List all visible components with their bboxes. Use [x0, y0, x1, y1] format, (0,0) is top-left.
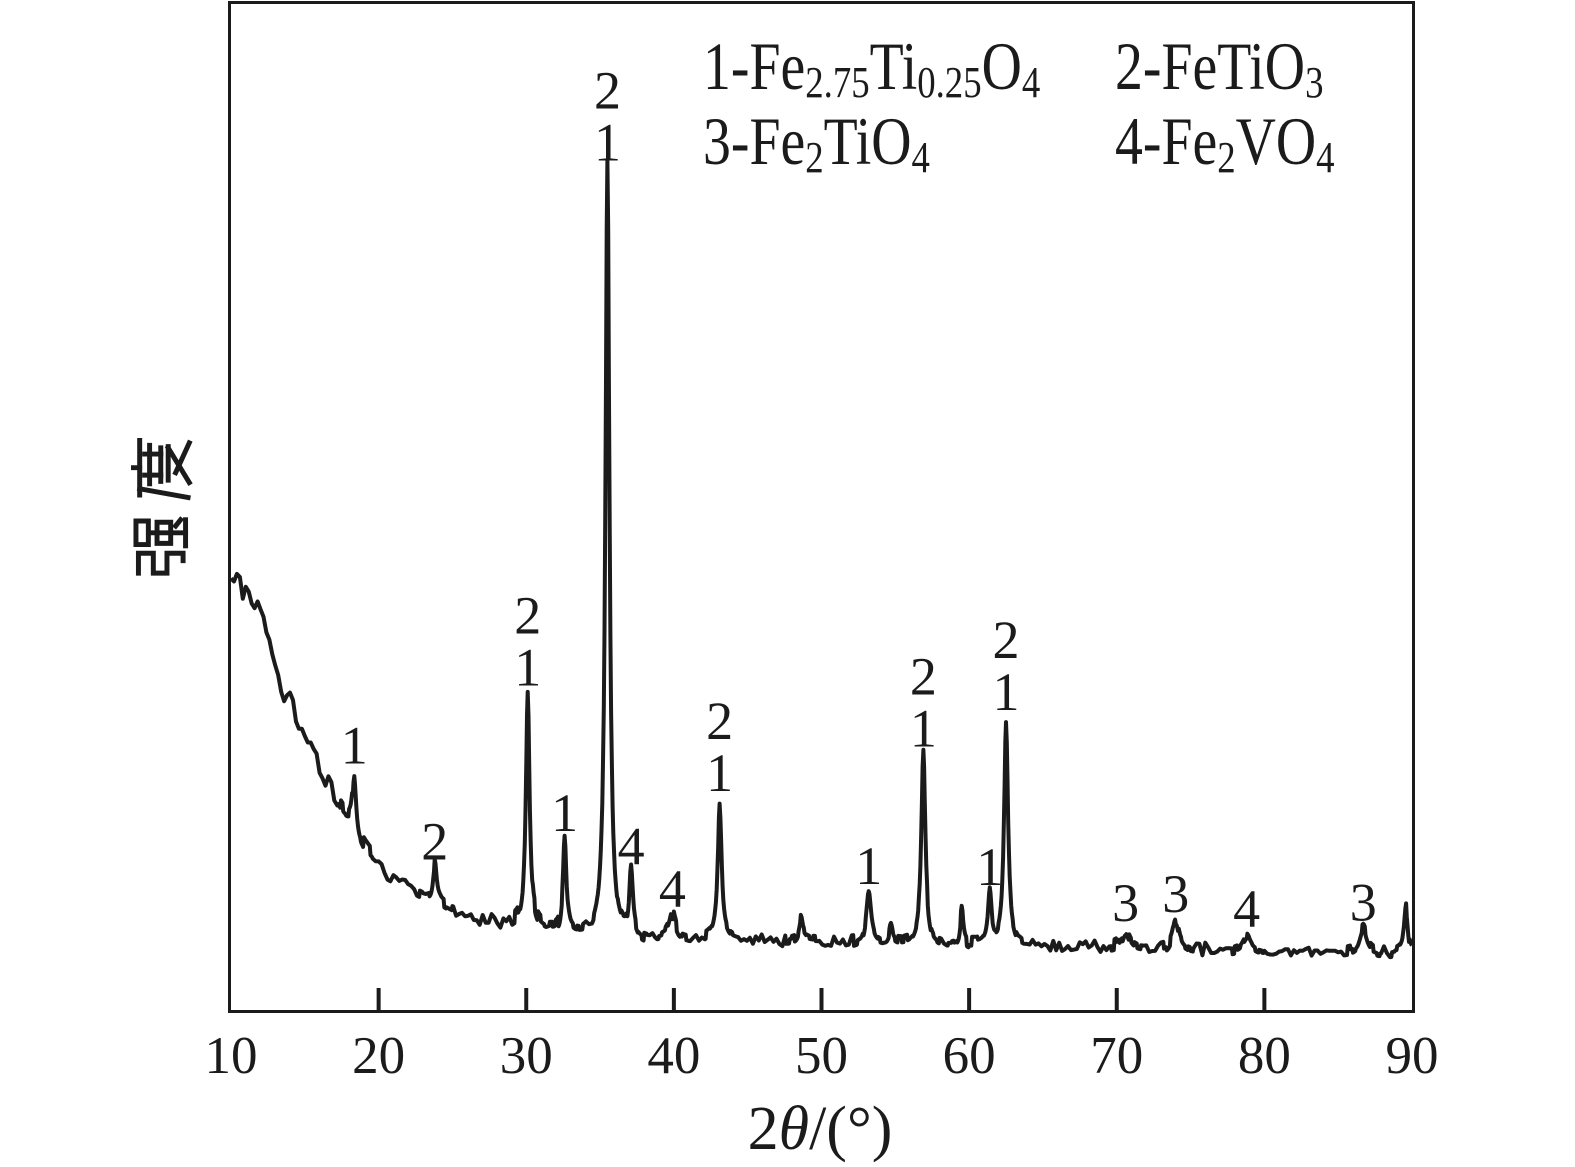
peak-label-phase-4: 4 — [618, 817, 645, 877]
legend-subscript: 4 — [1316, 132, 1335, 183]
legend-text: 1-Fe — [703, 28, 806, 104]
peak-label-phase-2: 2 — [421, 811, 448, 871]
peak-label-phase-1: 1 — [855, 836, 882, 896]
legend-subscript: 3 — [1305, 57, 1324, 108]
peak-label-phase-1: 1 — [514, 637, 541, 697]
x-axis-title-part: θ — [778, 1095, 810, 1163]
legend-text: Ti — [869, 28, 918, 104]
legend-subscript: 2 — [805, 132, 824, 183]
legend-subscript: 2.75 — [805, 57, 870, 108]
x-tick-label: 20 — [352, 1027, 406, 1085]
x-tick-label: 80 — [1237, 1027, 1291, 1085]
legend-text: 3-Fe — [703, 103, 806, 179]
peak-label-phase-2: 2 — [706, 691, 733, 751]
x-tick-label: 30 — [499, 1027, 553, 1085]
x-tick-label: 40 — [647, 1027, 701, 1085]
peak-label-phase-3: 3 — [1162, 864, 1189, 924]
legend-entry-phase2: 2-FeTiO3 — [1115, 32, 1323, 105]
peak-label-phase-2: 2 — [594, 61, 621, 121]
peak-label-phase-4: 4 — [659, 859, 686, 919]
legend-subscript: 2 — [1217, 132, 1236, 183]
peak-label-phase-1: 1 — [341, 715, 368, 775]
peak-label-phase-2: 2 — [910, 647, 937, 707]
peak-label-phase-1: 1 — [594, 113, 621, 173]
peak-label-phase-1: 1 — [993, 662, 1020, 722]
x-tick-label: 10 — [204, 1027, 258, 1085]
legend-entry-phase3: 3-Fe2TiO4 — [703, 107, 930, 180]
x-tick-label: 50 — [795, 1027, 848, 1085]
legend-subscript: 4 — [1021, 57, 1041, 108]
x-tick-label: 70 — [1090, 1027, 1144, 1085]
x-axis-title-part: 2 — [747, 1095, 779, 1163]
x-tick-label: 90 — [1385, 1027, 1439, 1085]
x-tick-label: 60 — [942, 1027, 996, 1085]
peak-label-phase-1: 1 — [910, 699, 937, 759]
peak-label-phase-2: 2 — [993, 610, 1020, 670]
legend-text: 4-Fe — [1115, 103, 1218, 179]
legend-text: 2-FeTiO — [1115, 28, 1306, 104]
legend-text: O — [981, 28, 1022, 104]
peak-label-phase-1: 1 — [976, 837, 1003, 897]
xrd-trace — [231, 158, 1412, 960]
legend-subscript: 0.25 — [917, 57, 982, 108]
legend-entry-phase4: 4-Fe2VO4 — [1115, 107, 1335, 180]
legend-subscript: 4 — [911, 132, 930, 183]
peak-label-phase-1: 1 — [551, 783, 578, 843]
y-label-char-qiang — [135, 550, 186, 576]
x-axis-title-part: /(°) — [809, 1095, 893, 1163]
peak-label-phase-3: 3 — [1350, 872, 1377, 932]
legend-entry-phase1: 1-Fe2.75Ti0.25O4 — [703, 32, 1040, 105]
peak-label-phase-2: 2 — [514, 585, 541, 645]
peak-label-phase-3: 3 — [1112, 873, 1139, 933]
legend-text: VO — [1235, 103, 1317, 179]
y-axis-title — [131, 437, 193, 576]
peak-label-phase-4: 4 — [1233, 879, 1260, 939]
x-axis-title: 2θ/(°) — [748, 1098, 893, 1160]
legend-text: TiO — [823, 103, 912, 179]
peak-label-phase-1: 1 — [706, 743, 733, 803]
